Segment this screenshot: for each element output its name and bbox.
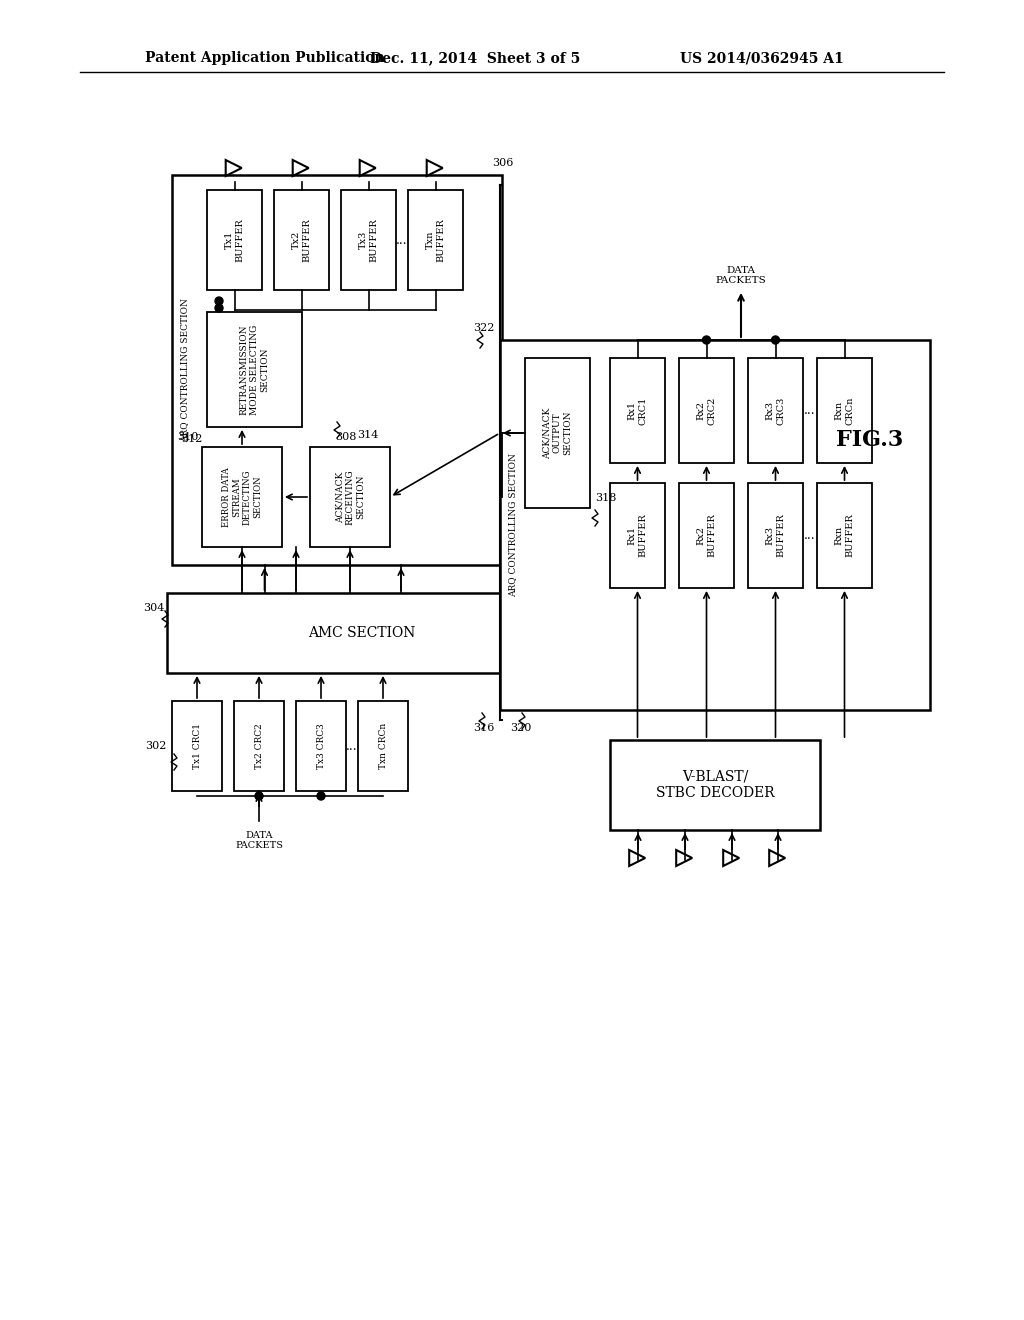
Text: Rx2
CRC2: Rx2 CRC2 bbox=[696, 396, 716, 425]
Text: 304: 304 bbox=[142, 603, 164, 612]
Text: Tx2 CRC2: Tx2 CRC2 bbox=[255, 723, 263, 768]
Text: 310: 310 bbox=[177, 432, 199, 442]
Text: Rx2
BUFFER: Rx2 BUFFER bbox=[696, 513, 716, 557]
Bar bbox=[817, 358, 872, 463]
Text: Tx3 CRC3: Tx3 CRC3 bbox=[316, 723, 326, 768]
Bar bbox=[748, 483, 803, 587]
Bar bbox=[274, 190, 329, 290]
Bar bbox=[817, 483, 872, 587]
Bar bbox=[610, 358, 665, 463]
Text: ACK/NACK
OUTPUT
SECTION: ACK/NACK OUTPUT SECTION bbox=[543, 408, 572, 458]
Text: DATA
PACKETS: DATA PACKETS bbox=[716, 265, 766, 285]
Text: Rx3
BUFFER: Rx3 BUFFER bbox=[766, 513, 785, 557]
Text: RETRANSMISSION
MODE SELECTING
SECTION: RETRANSMISSION MODE SELECTING SECTION bbox=[240, 325, 269, 414]
Text: Rxn
BUFFER: Rxn BUFFER bbox=[835, 513, 854, 557]
Bar bbox=[172, 176, 502, 565]
Bar bbox=[172, 701, 222, 791]
Bar bbox=[525, 358, 590, 508]
Bar bbox=[310, 447, 390, 546]
Bar bbox=[610, 483, 665, 587]
Text: Patent Application Publication: Patent Application Publication bbox=[145, 51, 385, 65]
Text: 302: 302 bbox=[145, 741, 167, 751]
Text: ...: ... bbox=[804, 404, 816, 417]
Circle shape bbox=[255, 792, 263, 800]
Bar bbox=[202, 447, 282, 546]
Text: 312: 312 bbox=[180, 434, 202, 444]
Text: ERROR DATA
STREAM
DETECTING
SECTION: ERROR DATA STREAM DETECTING SECTION bbox=[222, 467, 262, 527]
Text: 320: 320 bbox=[510, 723, 531, 733]
Bar bbox=[500, 341, 930, 710]
Text: Tx3
BUFFER: Tx3 BUFFER bbox=[358, 218, 378, 261]
Text: AMC SECTION: AMC SECTION bbox=[308, 626, 416, 640]
Bar bbox=[358, 701, 408, 791]
Text: Rxn
CRCn: Rxn CRCn bbox=[835, 396, 854, 425]
Text: Rx1
BUFFER: Rx1 BUFFER bbox=[628, 513, 647, 557]
Bar bbox=[234, 701, 284, 791]
Bar bbox=[341, 190, 396, 290]
Text: Rx3
CRC3: Rx3 CRC3 bbox=[766, 396, 785, 425]
Bar bbox=[296, 701, 346, 791]
Bar bbox=[207, 312, 302, 426]
Circle shape bbox=[771, 337, 779, 345]
Text: 308: 308 bbox=[335, 432, 356, 442]
Text: Tx2
BUFFER: Tx2 BUFFER bbox=[292, 218, 311, 261]
Text: 322: 322 bbox=[474, 323, 495, 333]
Text: Txn CRCn: Txn CRCn bbox=[379, 723, 387, 770]
Bar bbox=[167, 593, 557, 673]
Text: 318: 318 bbox=[595, 492, 616, 503]
Bar bbox=[408, 190, 463, 290]
Text: US 2014/0362945 A1: US 2014/0362945 A1 bbox=[680, 51, 844, 65]
Text: Dec. 11, 2014  Sheet 3 of 5: Dec. 11, 2014 Sheet 3 of 5 bbox=[370, 51, 581, 65]
Circle shape bbox=[317, 792, 325, 800]
Text: ACK/NACK
RECEIVING
SECTION: ACK/NACK RECEIVING SECTION bbox=[335, 469, 365, 525]
Text: V-BLAST/
STBC DECODER: V-BLAST/ STBC DECODER bbox=[655, 770, 774, 800]
Bar bbox=[679, 483, 734, 587]
Text: Tx1 CRC1: Tx1 CRC1 bbox=[193, 723, 202, 770]
Text: 306: 306 bbox=[492, 158, 513, 168]
Text: ...: ... bbox=[396, 234, 408, 247]
Text: 316: 316 bbox=[474, 723, 495, 733]
Text: DATA
PACKETS: DATA PACKETS bbox=[234, 832, 283, 850]
Text: ...: ... bbox=[346, 739, 357, 752]
Bar bbox=[610, 741, 820, 830]
Bar bbox=[207, 190, 262, 290]
Text: FIG.3: FIG.3 bbox=[837, 429, 903, 451]
Circle shape bbox=[702, 337, 711, 345]
Text: ARQ CONTROLLING SECTION: ARQ CONTROLLING SECTION bbox=[180, 298, 189, 442]
Text: Txn
BUFFER: Txn BUFFER bbox=[426, 218, 445, 261]
Text: Tx1
BUFFER: Tx1 BUFFER bbox=[225, 218, 244, 261]
Bar bbox=[679, 358, 734, 463]
Circle shape bbox=[215, 297, 223, 305]
Text: ARQ CONTROLLING SECTION: ARQ CONTROLLING SECTION bbox=[509, 453, 517, 597]
Text: Rx1
CRC1: Rx1 CRC1 bbox=[628, 396, 647, 425]
Circle shape bbox=[215, 304, 223, 312]
Text: 314: 314 bbox=[357, 430, 379, 440]
Text: ...: ... bbox=[804, 529, 816, 543]
Bar bbox=[748, 358, 803, 463]
